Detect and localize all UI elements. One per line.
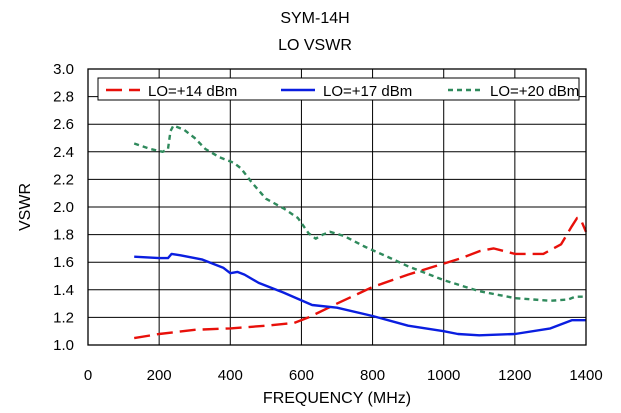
x-tick-label: 800 [360,367,385,384]
series-line-1 [134,216,588,340]
y-tick-label: 2.8 [53,89,74,106]
series-line-2 [134,252,586,337]
y-tick-label: 2.2 [53,171,74,188]
y-axis-label: VSWR [17,183,34,231]
legend-label-2: LO=+17 dBm [323,83,412,100]
chart-subtitle: LO VSWR [278,37,352,54]
x-tick-label: 1000 [427,367,460,384]
x-tick-label: 400 [218,367,243,384]
y-tick-label: 1.2 [53,309,74,326]
legend-label-3: LO=+20 dBm [490,83,579,100]
series-line-3 [133,124,586,302]
legend-label-1: LO=+14 dBm [148,83,237,100]
y-tick-label: 1.4 [53,282,74,299]
y-tick-label: 1.8 [53,227,74,244]
x-tick-labels: 0 200 400 600 800 1000 1200 1400 [84,367,603,384]
plot-frame [87,68,587,346]
x-axis-label: FREQUENCY (MHz) [263,390,411,407]
legend-box [97,77,580,101]
chart-title: SYM-14H [280,10,349,27]
y-tick-label: 2.4 [53,144,74,161]
x-tick-label: 0 [84,367,92,384]
x-tick-label: 1400 [569,367,602,384]
y-tick-label: 1.0 [53,337,74,354]
y-tick-label: 3.0 [53,61,74,78]
y-tick-label: 2.6 [53,116,74,133]
x-tick-label: 200 [147,367,172,384]
legend: LO=+14 dBm LO=+17 dBm LO=+20 dBm [97,77,580,101]
y-tick-label: 2.0 [53,199,74,216]
x-tick-label: 1200 [498,367,531,384]
y-tick-labels: 1.0 1.2 1.4 1.6 1.8 2.0 2.2 2.4 2.6 2.8 3.0 [53,61,74,354]
y-tick-label: 1.6 [53,254,74,271]
series-lines [133,124,588,340]
x-tick-label: 600 [289,367,314,384]
